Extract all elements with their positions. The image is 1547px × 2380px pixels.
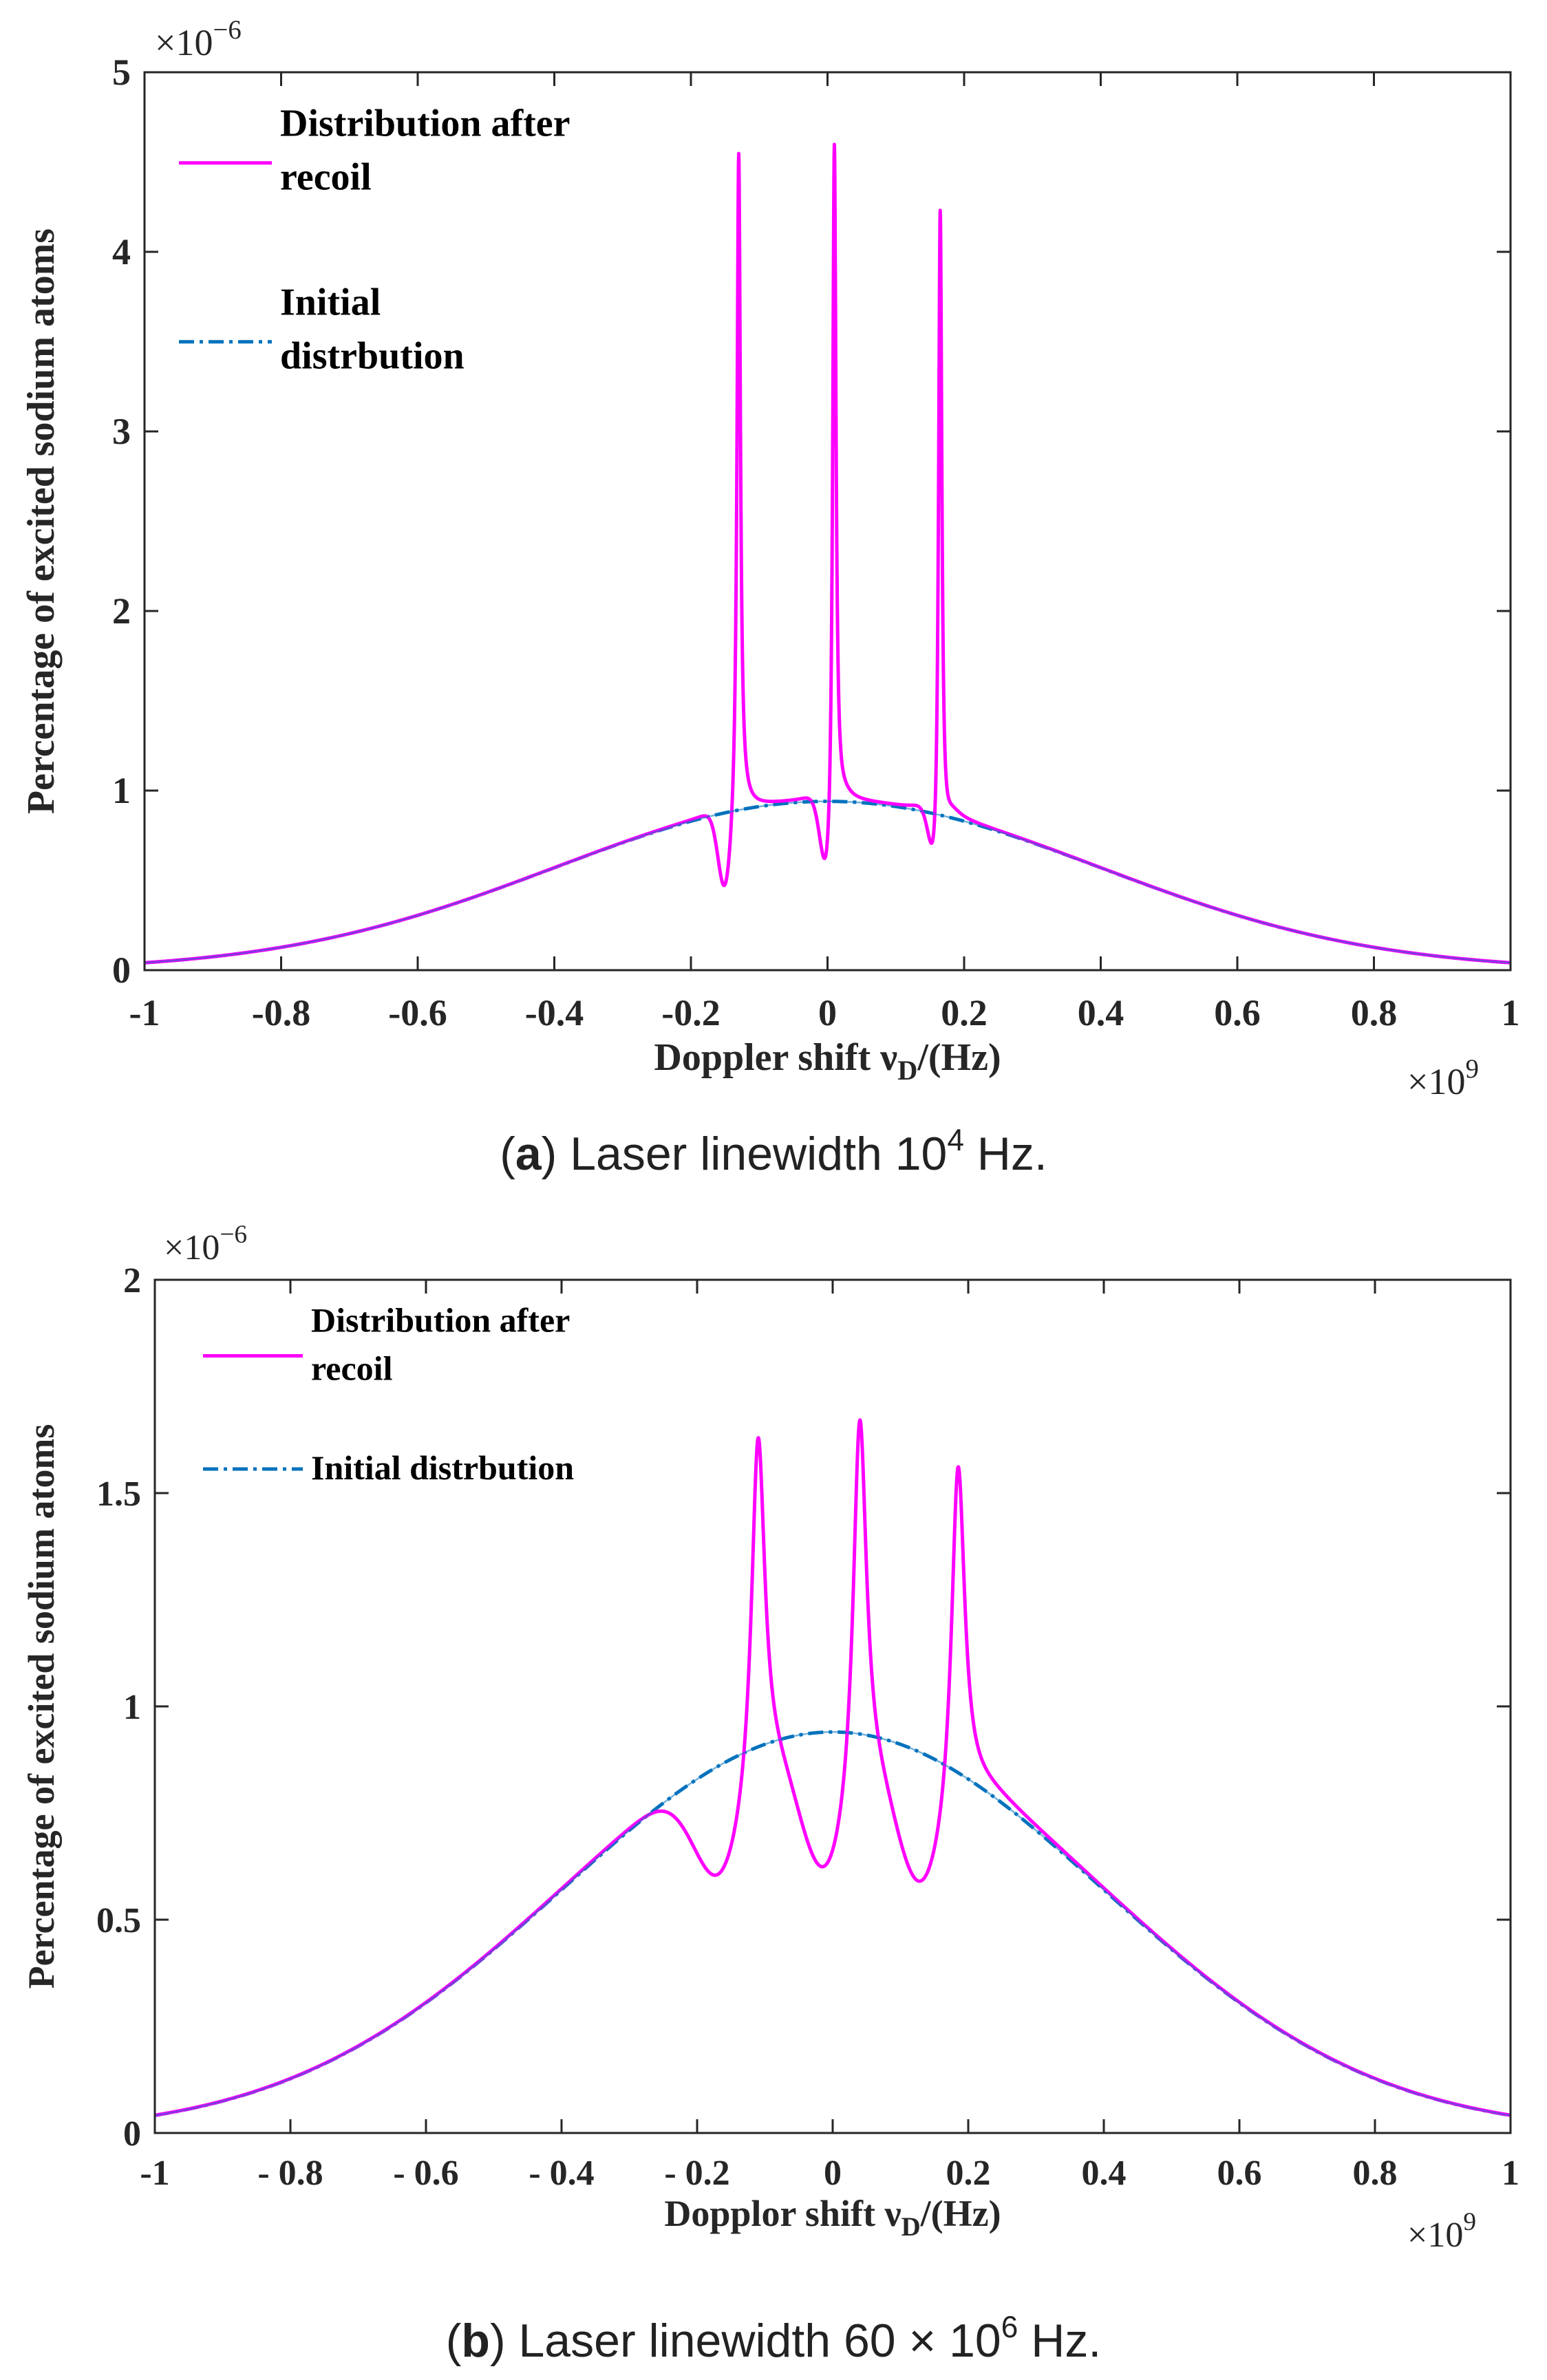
x-tick-label: 0 — [824, 2154, 842, 2193]
legend-recoil-label: recoil — [280, 156, 372, 199]
x-tick-label: -1 — [129, 992, 160, 1033]
legend-recoil-label: Distribution after — [311, 1301, 570, 1340]
x-tick-label: 1 — [1502, 2154, 1519, 2193]
legend-recoil-label: Distribution after — [280, 103, 570, 145]
y-tick-label: 3 — [112, 411, 131, 452]
y-multiplier: ×10−6 — [155, 15, 242, 63]
x-tick-label: 0.6 — [1217, 2154, 1262, 2193]
y-tick-label: 1.5 — [96, 1475, 141, 1514]
y-axis-label: Percentage of excited sodium atoms — [20, 228, 63, 814]
x-tick-label: 1 — [1502, 992, 1520, 1033]
plot-frame — [153, 1278, 1512, 2134]
x-tick-label: -0.8 — [252, 992, 310, 1033]
x-tick-label: -0.6 — [388, 992, 447, 1033]
x-tick-label: 0.2 — [946, 2154, 991, 2193]
chart-a: -1 -0.8 -0.6 -0.4 -0.2 0 0.2 0.4 0.6 0.8 1 0 1 2 3 4 5 ×1… — [20, 15, 1520, 1180]
x-tick-label: 0.8 — [1351, 992, 1398, 1033]
x-tick-label: - 0.6 — [393, 2154, 458, 2193]
series-initial-line — [155, 1730, 1511, 2117]
y-tick-label: 2 — [112, 590, 131, 632]
legend-initial-label: Initial distrbution — [311, 1448, 574, 1487]
x-tick-label: - 0.4 — [529, 2154, 594, 2193]
x-tick-label: 0 — [818, 992, 837, 1033]
y-tick-label: 5 — [112, 52, 131, 93]
x-tick-label: 0.6 — [1214, 992, 1261, 1033]
y-axis-label: Percentage of excited sodium atoms — [21, 1424, 62, 1989]
y-tick-label: 2 — [123, 1261, 141, 1300]
series-recoil-line — [155, 1418, 1511, 2117]
x-tick-label: - 0.8 — [257, 2154, 323, 2193]
legend-initial-label: distrbution — [280, 335, 465, 378]
figure-caption: (a) Laser linewidth 104 Hz. — [500, 1124, 1047, 1180]
x-tick-label: -0.4 — [525, 992, 584, 1033]
y-tick-label: 1 — [112, 770, 131, 811]
series-initial-overlay — [145, 800, 1511, 964]
y-tick-label: 4 — [112, 231, 131, 272]
x-tick-label: -1 — [140, 2154, 169, 2193]
y-tick-label: 0 — [112, 950, 131, 991]
y-tick-label: 0 — [123, 2114, 141, 2154]
series-initial-overlay — [155, 1730, 1511, 2116]
chart-b: -1 - 0.8 - 0.6 - 0.4 - 0.2 0 0.2 0.4 0.6 0.8 1 0 0.5… — [21, 1221, 1519, 2367]
y-multiplier: ×10−6 — [164, 1221, 247, 1267]
x-tick-label: - 0.2 — [664, 2154, 729, 2193]
legend-recoil-label: recoil — [311, 1349, 393, 1388]
series-recoil-line — [145, 142, 1511, 965]
figure-caption: (b) Laser linewidth 60 × 106 Hz. — [446, 2311, 1101, 2367]
x-tick-label: 0.2 — [941, 992, 988, 1033]
x-axis-label: Dopplor shift νD/(Hz) — [664, 2193, 1001, 2242]
x-tick-label: 0.4 — [1082, 2154, 1127, 2193]
y-tick-label: 0.5 — [96, 1901, 141, 1940]
x-multiplier: ×109 — [1407, 1054, 1479, 1102]
x-multiplier: ×109 — [1407, 2208, 1476, 2255]
y-tick-label: 1 — [123, 1688, 141, 1727]
x-tick-label: 0.8 — [1353, 2154, 1398, 2193]
legend-initial-label: Initial — [280, 281, 381, 324]
x-tick-label: -0.2 — [661, 992, 720, 1033]
x-tick-label: 0.4 — [1078, 992, 1124, 1033]
x-axis-label: Doppler shift νD/(Hz) — [654, 1036, 1001, 1086]
